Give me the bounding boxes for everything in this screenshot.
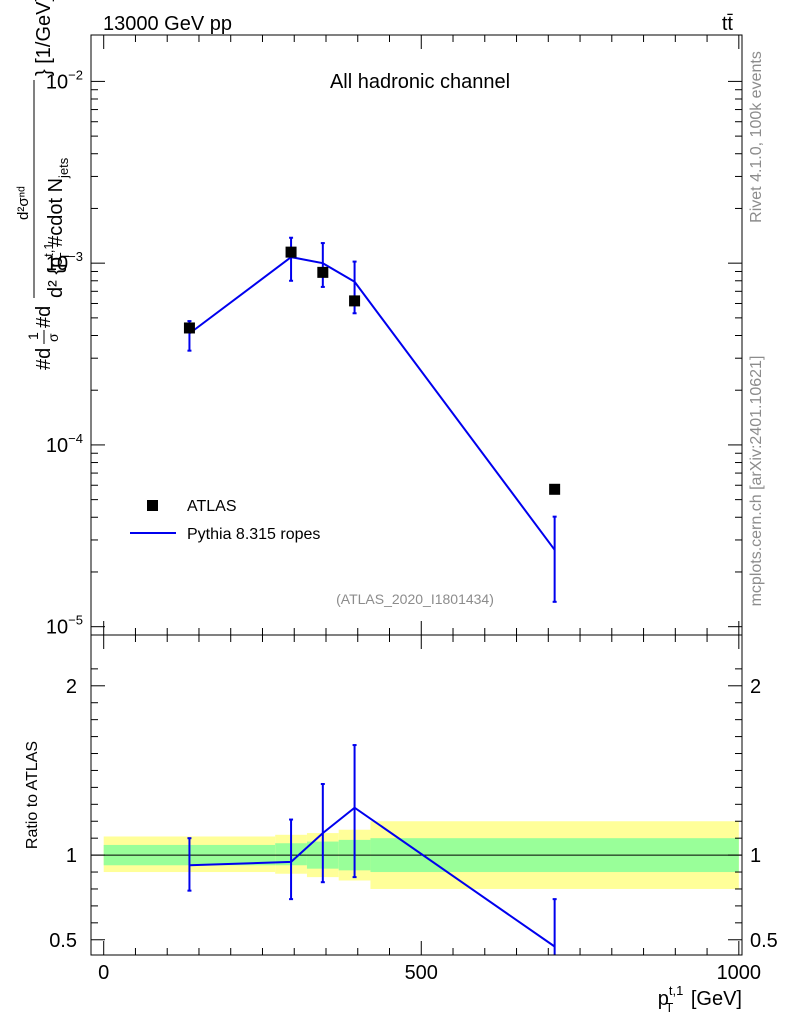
tick-base: 10 bbox=[46, 71, 68, 93]
mc-line bbox=[188, 256, 556, 551]
ylabel-frac2-num: d²σⁿᵈ bbox=[15, 186, 32, 220]
legend-marker-atlas bbox=[147, 500, 158, 511]
ratio-y-tick-label-right: 1 bbox=[750, 845, 761, 867]
main-plot-content bbox=[183, 236, 561, 603]
ylabel-frac2-den: d² {pt,1T #cdot Njets bbox=[41, 157, 72, 298]
ylabel-frac1-den: σ bbox=[45, 333, 61, 342]
xlabel-unit: [GeV] bbox=[685, 988, 742, 1010]
ratio-y-tick-label: 2 bbox=[66, 676, 77, 698]
main-y-tick-label: 10−5 bbox=[46, 613, 83, 639]
rivet-label: Rivet 4.1.0, 100k events bbox=[748, 51, 765, 223]
main-y-tick-label: 10−4 bbox=[46, 431, 83, 457]
xlabel-sup: t,1 bbox=[669, 983, 683, 998]
main-y-tick-label: 10−2 bbox=[46, 67, 83, 93]
xlabel-sub: T bbox=[665, 1000, 673, 1015]
ratio-y-tick-labels: 0.5 0.5 1 1 2 2 bbox=[49, 676, 778, 952]
tick-base: 10 bbox=[46, 253, 68, 275]
ylabel-suffix: } [1/GeV] bbox=[33, 0, 55, 76]
main-panel: 10−510−410−310−2 All hadronic channel (A… bbox=[15, 0, 743, 639]
ylabel-den-sub: T bbox=[57, 252, 72, 260]
x-tick-labels: 0 500 1000 bbox=[98, 962, 761, 984]
tick-exponent: −4 bbox=[68, 431, 83, 446]
tick-exponent: −2 bbox=[68, 67, 83, 82]
legend-label-atlas: ATLAS bbox=[187, 498, 237, 515]
x-tick-label: 1000 bbox=[717, 962, 762, 984]
legend-label-pythia: Pythia 8.315 ropes bbox=[187, 526, 320, 543]
ratio-y-axis-label: Ratio to ATLAS bbox=[24, 741, 41, 849]
ratio-series bbox=[187, 744, 557, 955]
x-tick-label: 0 bbox=[98, 962, 109, 984]
ylabel-den-tail: #cdot N bbox=[45, 178, 67, 252]
tick-base: 10 bbox=[46, 435, 68, 457]
header-left: 13000 GeV pp bbox=[103, 13, 232, 35]
atlas-data-point bbox=[349, 295, 361, 307]
tick-exponent: −5 bbox=[68, 613, 83, 628]
ylabel-frac1-num: 1 bbox=[25, 332, 41, 340]
analysis-label: (ATLAS_2020_I1801434) bbox=[336, 591, 494, 607]
ratio-frame bbox=[90, 634, 743, 956]
atlas-data-point bbox=[285, 246, 297, 258]
ratio-axis-ticks bbox=[91, 635, 742, 955]
atlas-data-point bbox=[317, 266, 329, 278]
ratio-panel: 0.5 0.5 1 1 2 2 0 500 1000 Ratio to ATLAS pt,1 T… bbox=[24, 634, 778, 1015]
x-tick-label: 500 bbox=[405, 962, 438, 984]
ylabel-den-sup: t,1 bbox=[41, 242, 56, 256]
legend: ATLAS Pythia 8.315 ropes bbox=[130, 498, 320, 543]
ratio-y-tick-label-right: 0.5 bbox=[750, 930, 778, 952]
main-y-tick-labels: 10−510−410−310−2 bbox=[46, 67, 83, 638]
atlas-data-point bbox=[549, 483, 561, 495]
ylabel-prefix: #d bbox=[33, 348, 55, 370]
main-y-tick-label: 10−3 bbox=[46, 249, 83, 275]
header-right: tt̄ bbox=[722, 13, 734, 35]
main-axis-ticks bbox=[91, 35, 742, 635]
x-axis-label: pt,1 T [GeV] bbox=[658, 983, 742, 1015]
ratio-y-tick-label-right: 2 bbox=[750, 676, 761, 698]
tick-exponent: −3 bbox=[68, 249, 83, 264]
ratio-y-tick-label: 0.5 bbox=[49, 930, 77, 952]
plot-title: All hadronic channel bbox=[330, 71, 510, 93]
atlas-data-point bbox=[183, 322, 195, 334]
ylabel-den-part1: d² {p bbox=[45, 257, 67, 298]
ratio-plot-content bbox=[91, 744, 742, 955]
ratio-y-tick-label: 1 bbox=[66, 845, 77, 867]
main-y-axis-label: #d 1 σ #d d²σⁿᵈ d² {pt,1T #cdot Njets } … bbox=[15, 0, 72, 370]
tick-base: 10 bbox=[46, 617, 68, 639]
ylabel-den-tail-sub: jets bbox=[56, 157, 71, 179]
mcplots-label: mcplots.cern.ch [arXiv:2401.10621] bbox=[748, 356, 765, 607]
xlabel-base: p bbox=[658, 988, 669, 1010]
ylabel-mid: #d bbox=[33, 306, 55, 328]
